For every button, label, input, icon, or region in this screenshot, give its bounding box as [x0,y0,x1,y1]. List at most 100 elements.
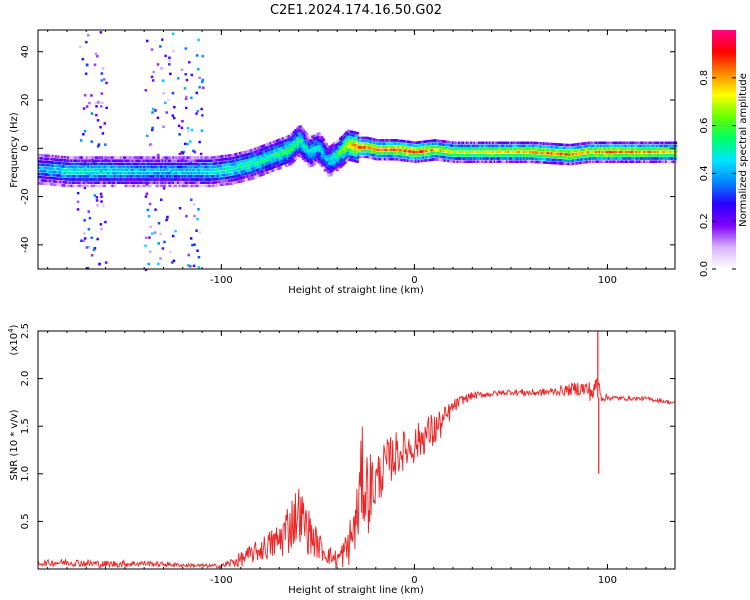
heatmap-cell [297,126,301,129]
svg-text:(x104): (x104) [7,324,20,355]
heatmap-cell [331,146,335,150]
heatmap-cell [291,160,295,164]
heatmap-cell [618,160,622,163]
noise-cell [105,81,108,85]
heatmap-cell [45,173,49,176]
heatmap-cell [280,147,284,150]
heatmap-cell [624,144,628,148]
heatmap-cell [468,147,472,151]
heatmap-cell [427,155,431,159]
noise-cell [76,191,80,195]
heatmap-cell [590,150,594,154]
heatmap-cell [583,157,587,161]
heatmap-cell [586,141,590,145]
heatmap-cell [220,155,224,158]
heatmap-cell [269,148,273,151]
heatmap-cell [101,172,105,175]
heatmap-cell [305,133,309,136]
heatmap-cell [563,149,566,153]
heatmap-cell [408,143,412,147]
heatmap-cell [356,141,360,144]
heatmap-cell [175,175,179,178]
noise-cell [98,263,101,266]
heatmap-cell [586,148,590,151]
heatmap-cell [150,165,154,169]
noise-cell [184,97,188,100]
heatmap-cell [261,163,265,167]
heatmap-cell [482,141,486,145]
heatmap-cell [161,159,165,162]
heatmap-cell [175,178,179,181]
heatmap-cell [147,175,151,178]
heatmap-cell [346,148,350,152]
heatmap-cell [209,172,213,175]
heatmap-cell [214,181,217,184]
heatmap-cell [638,154,642,157]
heatmap-cell [524,157,528,160]
heatmap-cell [458,144,461,148]
heatmap-cell [70,165,74,169]
heatmap-cell [189,168,193,172]
noise-cell [171,261,174,264]
noise-cell [197,67,200,71]
heatmap-cell [383,145,387,148]
heatmap-cell [444,146,448,150]
heatmap-cell [258,161,262,165]
heatmap-cell [112,181,116,184]
heatmap-cell [638,160,642,163]
heatmap-cell [200,181,204,184]
heatmap-cell [192,165,196,169]
heatmap-cell [167,159,171,162]
heatmap-cell [657,154,661,157]
heatmap-cell [632,157,636,160]
heatmap-cell [601,157,605,160]
heatmap-cell [234,153,238,156]
heatmap-cell [294,148,298,151]
heatmap-cell [67,162,71,166]
heatmap-cell [105,172,109,175]
heatmap-cell [272,146,276,150]
heatmap-cell [143,172,146,175]
heatmap-cell [345,156,349,159]
heatmap-cell [303,153,307,156]
heatmap-cell [430,142,434,146]
noise-cell [168,56,171,59]
heatmap-cell [325,155,329,159]
heatmap-cell [207,156,211,159]
heatmap-cell [366,155,370,159]
heatmap-cell [42,157,46,160]
heatmap-cell [248,177,251,181]
heatmap-cell [283,149,287,152]
y-tick-label: 0.5 [20,513,31,529]
heatmap-cell [337,157,341,161]
heatmap-cell [59,158,63,162]
heatmap-cell [660,160,664,163]
heatmap-cell [566,146,570,150]
heatmap-cell [195,175,199,178]
heatmap-cell [458,141,461,145]
noise-cell [201,80,204,84]
heatmap-cell [214,165,217,168]
heatmap-cell [206,159,210,162]
heatmap-cell [289,155,293,159]
heatmap-cell [604,144,608,148]
noise-cell [157,222,161,225]
heatmap-cell [255,172,259,175]
heatmap-cell [513,157,517,160]
heatmap-cell [269,166,273,170]
heatmap-cell [433,145,437,148]
heatmap-cell [597,160,600,163]
heatmap-cell [593,147,597,151]
noise-cell [148,202,152,206]
noise-cell [88,173,91,177]
heatmap-cell [295,127,299,131]
heatmap-cell [53,155,57,158]
heatmap-cell [652,144,656,148]
heatmap-cell [311,163,315,167]
heatmap-cell [241,179,245,182]
heatmap-cell [62,155,66,159]
heatmap-cell [436,142,440,146]
heatmap-cell [346,154,350,158]
noise-cell [99,126,102,129]
heatmap-cell [370,143,373,147]
